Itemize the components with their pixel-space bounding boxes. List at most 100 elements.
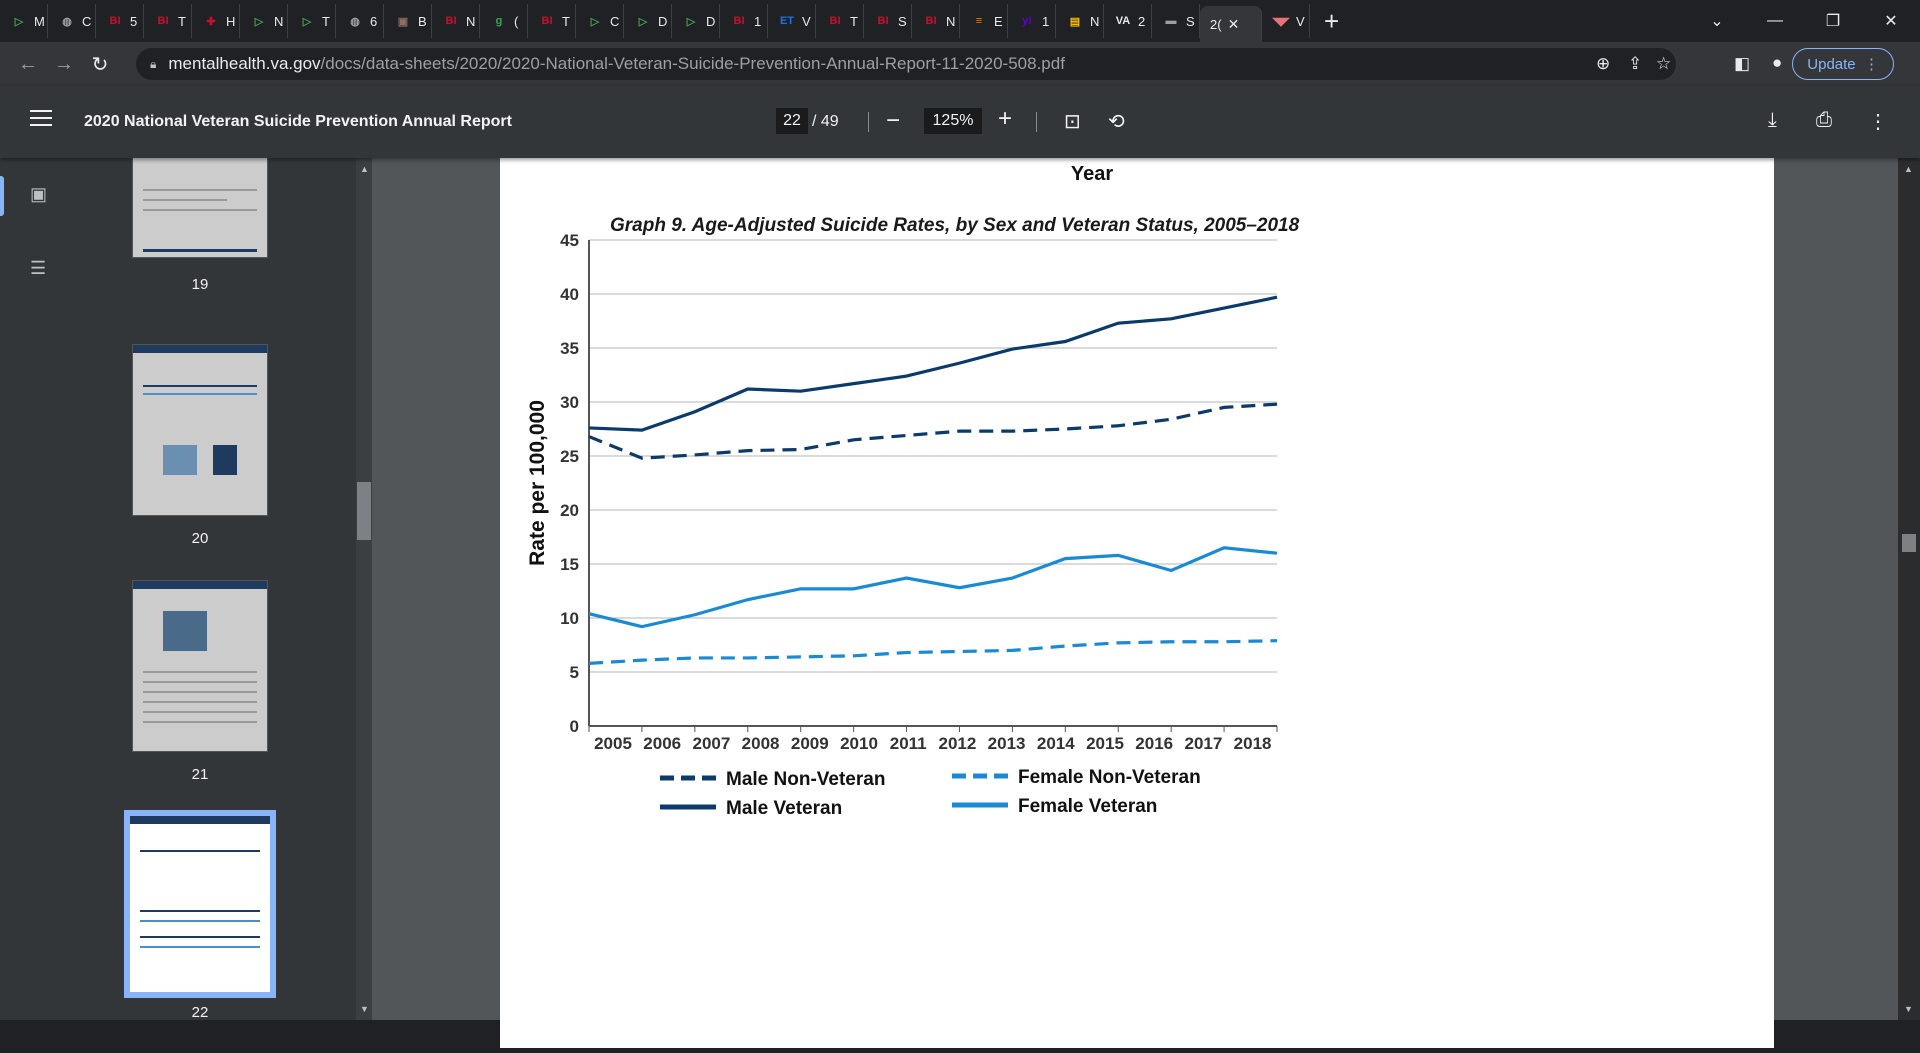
browser-tab[interactable]: ◥◤V <box>1262 4 1310 38</box>
side-panel-icon[interactable]: ◧ <box>1734 54 1750 74</box>
lock-icon[interactable]: 🔒︎ <box>150 57 156 72</box>
zoom-icon[interactable]: ⊕ <box>1596 54 1610 74</box>
y-tick-label: 5 <box>570 663 579 682</box>
tab-label: D <box>658 14 667 29</box>
url-input[interactable]: 🔒︎ mentalhealth.va.gov/docs/data-sheets/… <box>136 48 1676 80</box>
browser-tab[interactable]: y!1 <box>1008 4 1056 38</box>
browser-tab[interactable]: ▷M <box>0 4 48 38</box>
back-icon[interactable]: ← <box>10 53 46 76</box>
profile-icon[interactable]: ● <box>1772 53 1782 73</box>
y-tick-label: 25 <box>560 447 579 466</box>
share-icon[interactable]: ⇪ <box>1628 54 1642 74</box>
close-window-icon[interactable]: ✕ <box>1862 11 1920 31</box>
thumbnail-label: 20 <box>184 530 216 547</box>
browser-tab[interactable]: ▣B <box>384 4 432 38</box>
pdf-toolbar: 2020 National Veteran Suicide Prevention… <box>0 86 1920 158</box>
browser-tab[interactable]: ▷N <box>240 4 288 38</box>
outline-icon[interactable]: ☰ <box>30 258 54 280</box>
x-tick-label: 2005 <box>594 734 632 753</box>
favicon-icon: VA <box>1114 12 1132 30</box>
thumbnail-sidebar: ▣ ☰ 19 20 21 22 <box>0 158 356 1020</box>
rotate-icon[interactable]: ⟲ <box>1108 109 1125 134</box>
tab-search-icon[interactable]: ⌄ <box>1688 11 1746 31</box>
browser-tab[interactable]: ▬S <box>1152 4 1200 38</box>
browser-tab[interactable]: BI S <box>864 4 912 38</box>
thumbnail-page-21[interactable] <box>132 580 268 752</box>
thumbnail-page-20[interactable] <box>132 344 268 516</box>
thumbnail-page-22[interactable] <box>124 810 276 998</box>
favicon-icon: BI <box>106 12 124 30</box>
favicon-icon: BI <box>538 12 556 30</box>
series-line-male-veteran <box>589 297 1277 430</box>
new-tab-button[interactable]: + <box>1324 6 1354 37</box>
y-tick-label: 10 <box>560 609 579 628</box>
browser-tab[interactable]: ▤N <box>1056 4 1104 38</box>
document-scrollbar[interactable]: ▲ ▼ <box>1898 158 1920 1020</box>
favicon-icon: ◍ <box>58 12 76 30</box>
browser-tab[interactable]: ◍6 <box>336 4 384 38</box>
browser-tab[interactable]: ▷T <box>288 4 336 38</box>
thumbnail-label: 19 <box>184 276 216 293</box>
zoom-level-input[interactable]: 125% <box>924 108 982 134</box>
reload-icon[interactable]: ↻ <box>82 52 118 77</box>
y-tick-label: 40 <box>560 285 579 304</box>
legend-label: Male Veteran <box>726 798 842 819</box>
update-button[interactable]: Update ⋮ <box>1792 48 1894 80</box>
close-tab-icon[interactable]: ✕ <box>1228 16 1240 33</box>
more-options-icon[interactable]: ⋮ <box>1868 109 1888 134</box>
favicon-icon: ◥◤ <box>1272 12 1290 30</box>
page-number-input[interactable]: 22 <box>776 108 808 134</box>
favicon-icon: ✚ <box>202 12 220 30</box>
browser-tab[interactable]: ▷D <box>624 4 672 38</box>
restore-icon[interactable]: ❐ <box>1804 11 1862 31</box>
zoom-in-button[interactable]: + <box>998 105 1012 133</box>
download-icon[interactable]: ⤓ <box>1768 109 1777 132</box>
y-tick-label: 45 <box>560 231 579 250</box>
favicon-icon: BI <box>442 12 460 30</box>
browser-tab[interactable]: 2(✕ <box>1200 6 1262 42</box>
pdf-page: Year Graph 9. Age-Adjusted Suicide Rates… <box>500 148 1774 1048</box>
fit-page-icon[interactable]: ⊡ <box>1064 109 1081 134</box>
browser-tab[interactable]: ▷C <box>576 4 624 38</box>
browser-tab[interactable]: ≡E <box>960 4 1008 38</box>
zoom-out-button[interactable]: − <box>886 107 900 135</box>
tab-label: ( <box>514 14 518 29</box>
tab-label: S <box>1186 14 1195 29</box>
sidebar-scrollbar[interactable]: ▲ ▼ <box>356 158 372 1020</box>
page-total: / 49 <box>812 113 839 131</box>
x-tick-label: 2010 <box>840 734 878 753</box>
favicon-icon: ▬ <box>1162 12 1180 30</box>
tab-label: C <box>610 14 619 29</box>
browser-tab[interactable]: ◍C <box>48 4 96 38</box>
browser-tab[interactable]: ▷D <box>672 4 720 38</box>
y-axis-label: Rate per 100,000 <box>526 400 549 566</box>
x-tick-label: 2018 <box>1234 734 1272 753</box>
document-viewport: Year Graph 9. Age-Adjusted Suicide Rates… <box>372 158 1898 1020</box>
tab-label: T <box>178 14 186 29</box>
favicon-icon: BI <box>874 12 892 30</box>
tab-label: S <box>898 14 907 29</box>
thumbnails-icon[interactable]: ▣ <box>30 184 54 206</box>
favicon-icon: ▷ <box>586 12 604 30</box>
forward-icon[interactable]: → <box>46 53 82 76</box>
bookmark-star-icon[interactable]: ☆ <box>1656 54 1671 74</box>
menu-icon[interactable] <box>30 110 52 131</box>
thumbnail-page-19[interactable] <box>132 158 268 258</box>
browser-tab[interactable]: ✚H <box>192 4 240 38</box>
x-tick-label: 2009 <box>791 734 829 753</box>
print-icon[interactable]: ⎙ <box>1816 109 1832 132</box>
favicon-icon: ≡ <box>970 12 988 30</box>
x-tick-label: 2008 <box>742 734 780 753</box>
minimize-icon[interactable]: — <box>1746 12 1804 30</box>
favicon-icon: ET <box>778 12 796 30</box>
browser-tab[interactable]: g( <box>480 4 528 38</box>
